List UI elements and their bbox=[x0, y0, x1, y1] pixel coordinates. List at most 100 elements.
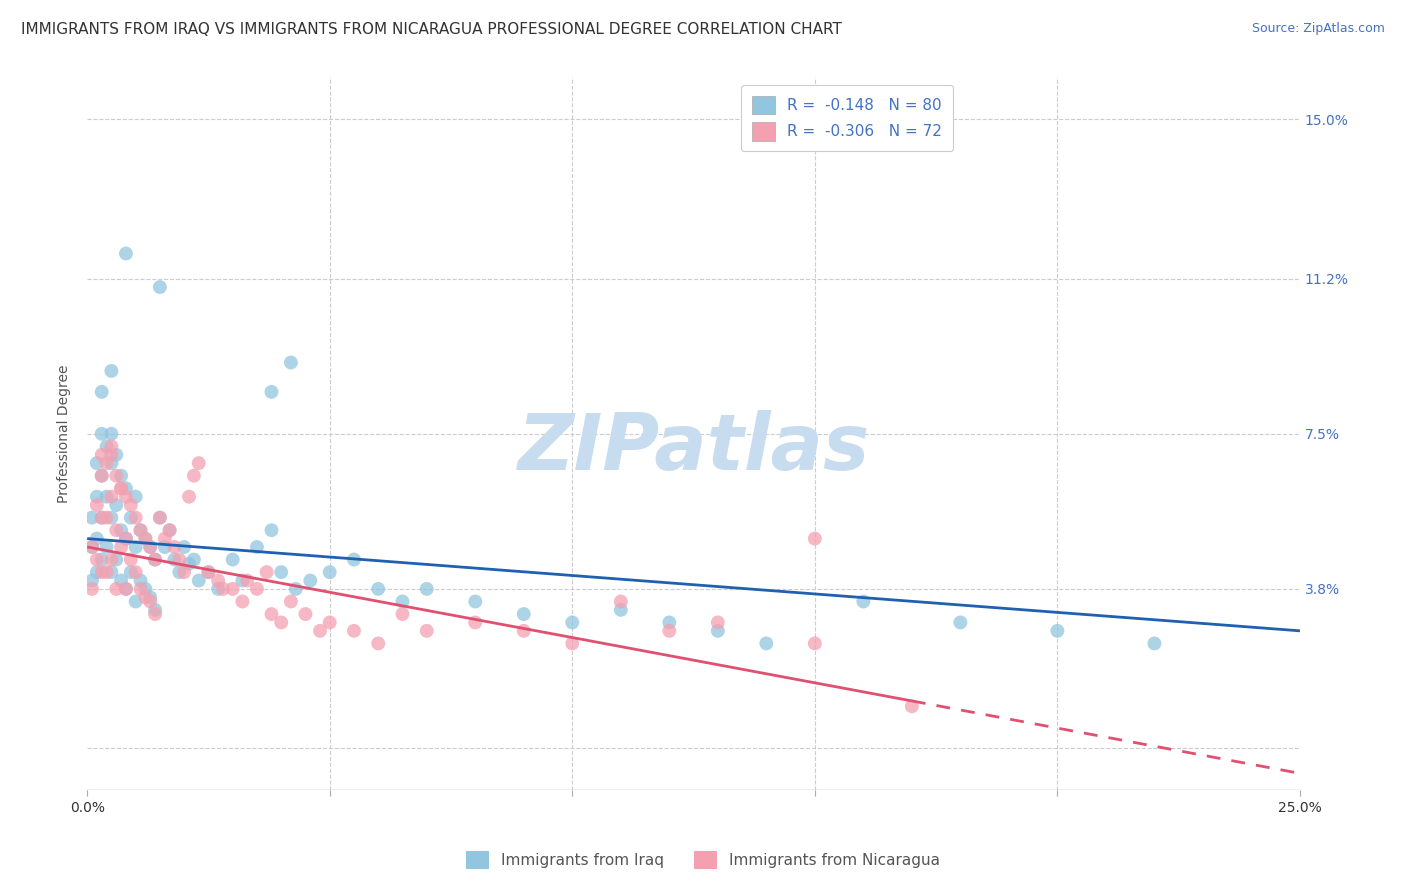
Point bbox=[319, 565, 342, 579]
Point bbox=[173, 565, 195, 579]
Point bbox=[561, 615, 583, 630]
Point bbox=[294, 607, 316, 621]
Point bbox=[804, 636, 827, 650]
Point bbox=[561, 636, 583, 650]
Point bbox=[901, 699, 924, 714]
Point bbox=[416, 582, 439, 596]
Point bbox=[80, 510, 103, 524]
Point bbox=[115, 246, 138, 260]
Point bbox=[852, 594, 875, 608]
Point bbox=[1046, 624, 1069, 638]
Point bbox=[120, 552, 142, 566]
Point bbox=[367, 636, 389, 650]
Point bbox=[96, 490, 118, 504]
Point bbox=[197, 565, 219, 579]
Point bbox=[90, 552, 112, 566]
Point bbox=[177, 490, 200, 504]
Point bbox=[96, 456, 118, 470]
Point bbox=[100, 565, 122, 579]
Point bbox=[149, 510, 172, 524]
Point bbox=[183, 468, 205, 483]
Point bbox=[163, 540, 186, 554]
Point bbox=[129, 574, 152, 588]
Point bbox=[110, 481, 132, 495]
Point bbox=[100, 456, 122, 470]
Point bbox=[159, 523, 181, 537]
Point bbox=[236, 574, 259, 588]
Point bbox=[90, 384, 112, 399]
Text: Source: ZipAtlas.com: Source: ZipAtlas.com bbox=[1251, 22, 1385, 36]
Point bbox=[367, 582, 389, 596]
Point bbox=[105, 448, 128, 462]
Point bbox=[187, 456, 209, 470]
Point bbox=[96, 439, 118, 453]
Point bbox=[610, 594, 633, 608]
Point bbox=[187, 574, 209, 588]
Point bbox=[115, 582, 138, 596]
Point bbox=[80, 540, 103, 554]
Point bbox=[105, 523, 128, 537]
Point bbox=[159, 523, 181, 537]
Point bbox=[299, 574, 322, 588]
Point bbox=[120, 510, 142, 524]
Point bbox=[110, 523, 132, 537]
Point bbox=[270, 615, 292, 630]
Point bbox=[90, 565, 112, 579]
Point bbox=[80, 540, 103, 554]
Point bbox=[129, 523, 152, 537]
Point bbox=[139, 594, 162, 608]
Point bbox=[96, 510, 118, 524]
Point bbox=[139, 540, 162, 554]
Point bbox=[110, 540, 132, 554]
Point bbox=[100, 426, 122, 441]
Point bbox=[90, 468, 112, 483]
Point bbox=[464, 615, 486, 630]
Point bbox=[143, 607, 166, 621]
Point bbox=[207, 582, 229, 596]
Point bbox=[110, 468, 132, 483]
Point bbox=[129, 523, 152, 537]
Point bbox=[143, 603, 166, 617]
Point bbox=[86, 552, 108, 566]
Point bbox=[80, 582, 103, 596]
Legend: R =  -0.148   N = 80, R =  -0.306   N = 72: R = -0.148 N = 80, R = -0.306 N = 72 bbox=[741, 85, 953, 152]
Point bbox=[391, 594, 413, 608]
Point bbox=[280, 355, 302, 369]
Point bbox=[153, 532, 176, 546]
Point bbox=[124, 510, 146, 524]
Point bbox=[270, 565, 292, 579]
Text: IMMIGRANTS FROM IRAQ VS IMMIGRANTS FROM NICARAGUA PROFESSIONAL DEGREE CORRELATIO: IMMIGRANTS FROM IRAQ VS IMMIGRANTS FROM … bbox=[21, 22, 842, 37]
Point bbox=[120, 498, 142, 512]
Point bbox=[115, 532, 138, 546]
Point bbox=[110, 481, 132, 495]
Point bbox=[90, 448, 112, 462]
Point bbox=[115, 490, 138, 504]
Point bbox=[231, 574, 253, 588]
Point bbox=[90, 426, 112, 441]
Point bbox=[90, 510, 112, 524]
Point bbox=[231, 594, 253, 608]
Point bbox=[1143, 636, 1166, 650]
Point bbox=[343, 552, 366, 566]
Point bbox=[124, 540, 146, 554]
Point bbox=[129, 582, 152, 596]
Point bbox=[173, 540, 195, 554]
Point bbox=[707, 624, 730, 638]
Point bbox=[134, 582, 156, 596]
Point bbox=[416, 624, 439, 638]
Point bbox=[391, 607, 413, 621]
Point bbox=[207, 574, 229, 588]
Point bbox=[115, 481, 138, 495]
Point bbox=[86, 490, 108, 504]
Point bbox=[513, 607, 536, 621]
Point bbox=[260, 523, 283, 537]
Point bbox=[86, 532, 108, 546]
Point bbox=[177, 557, 200, 571]
Point bbox=[96, 565, 118, 579]
Point bbox=[246, 582, 269, 596]
Text: ZIPatlas: ZIPatlas bbox=[517, 410, 870, 486]
Legend: Immigrants from Iraq, Immigrants from Nicaragua: Immigrants from Iraq, Immigrants from Ni… bbox=[460, 845, 946, 875]
Point bbox=[513, 624, 536, 638]
Point bbox=[105, 468, 128, 483]
Point bbox=[100, 510, 122, 524]
